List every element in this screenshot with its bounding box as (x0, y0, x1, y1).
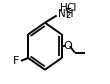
Text: O: O (64, 41, 72, 51)
Text: F: F (13, 56, 20, 66)
Text: 2: 2 (65, 11, 70, 20)
Text: NH: NH (58, 9, 73, 19)
Text: H: H (60, 3, 67, 13)
Text: Cl: Cl (67, 3, 77, 13)
